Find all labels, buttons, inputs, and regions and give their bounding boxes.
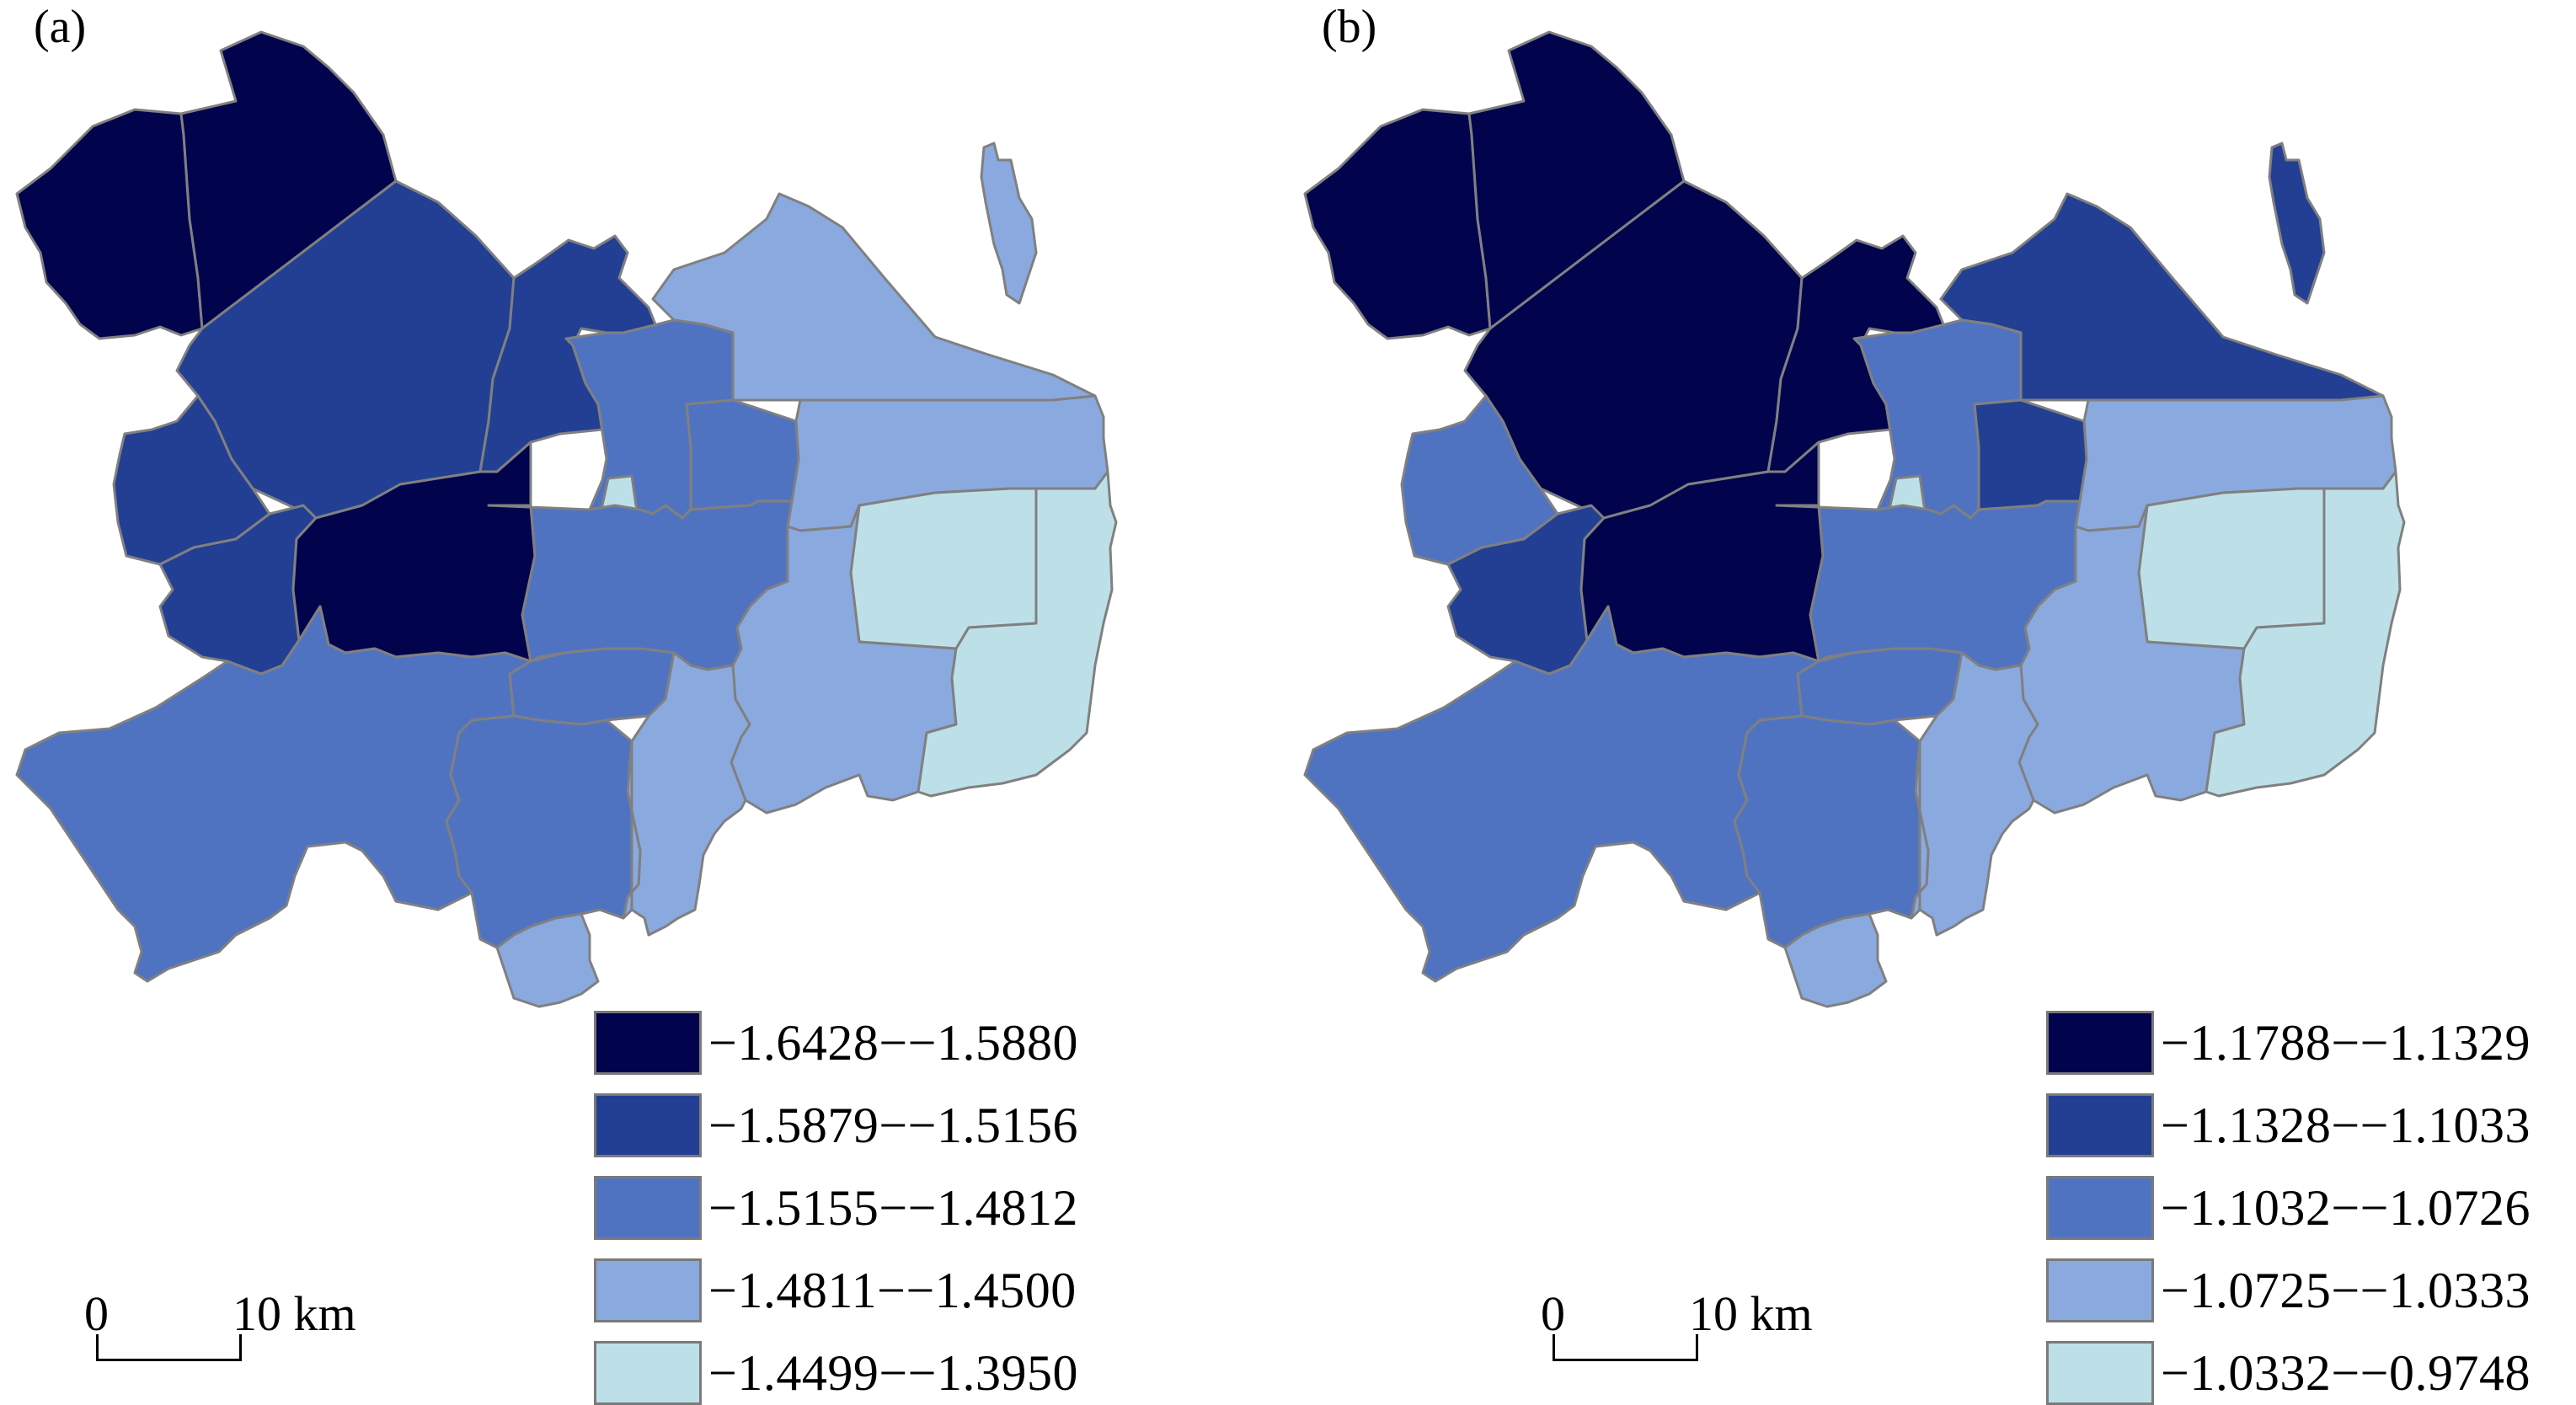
legend-item: −1.5155−−1.4812 bbox=[594, 1176, 1078, 1240]
legend-label: −1.1328−−1.1033 bbox=[2161, 1098, 2531, 1153]
legend-label: −1.5155−−1.4812 bbox=[708, 1180, 1079, 1236]
legend-swatch bbox=[2046, 1093, 2154, 1157]
scale-bar: 0 10 km bbox=[1541, 1286, 1813, 1390]
choropleth-map bbox=[1303, 30, 2406, 1008]
district-islet bbox=[980, 142, 1038, 305]
scale-tick-left bbox=[1553, 1334, 1555, 1361]
district-north bbox=[1467, 30, 1686, 330]
legend-item: −1.5879−−1.5156 bbox=[594, 1093, 1078, 1157]
scale-end-label: 10 km bbox=[1689, 1286, 1813, 1341]
scale-tick-right bbox=[1696, 1334, 1698, 1361]
panel-label: (b) bbox=[1322, 1, 1377, 53]
panel-label: (a) bbox=[34, 1, 87, 53]
legend-item: −1.0332−−0.9748 bbox=[2046, 1341, 2531, 1405]
district-northwest bbox=[15, 108, 204, 340]
legend-item: −1.1032−−1.0726 bbox=[2046, 1176, 2531, 1240]
scale-tick-left bbox=[96, 1334, 99, 1361]
district-north bbox=[179, 30, 398, 330]
legend-swatch bbox=[594, 1258, 702, 1322]
map-panel-a: (a) −1.6428−−1.5880 −1.5879−−1.5156 −1.515… bbox=[0, 0, 1288, 1405]
scale-end-label: 10 km bbox=[232, 1286, 356, 1341]
legend-label: −1.1032−−1.0726 bbox=[2161, 1180, 2531, 1236]
scale-start-label: 0 bbox=[84, 1286, 109, 1341]
district-southeast-far bbox=[917, 470, 1118, 798]
legend-label: −1.4499−−1.3950 bbox=[708, 1345, 1079, 1401]
legend-swatch bbox=[594, 1093, 702, 1157]
district-core-mid bbox=[1775, 499, 2082, 671]
legend-label: −1.6428−−1.5880 bbox=[708, 1015, 1079, 1071]
choropleth-map bbox=[15, 30, 1118, 1008]
district-core-ne bbox=[1973, 398, 2088, 511]
legend-label: −1.0725−−1.0333 bbox=[2161, 1263, 2531, 1318]
district-south-core bbox=[1796, 647, 1964, 726]
scale-line bbox=[96, 1359, 242, 1361]
legend-swatch bbox=[2046, 1011, 2154, 1075]
legend-item: −1.1328−−1.1033 bbox=[2046, 1093, 2531, 1157]
legend-item: −1.1788−−1.1329 bbox=[2046, 1011, 2531, 1075]
district-core-ne bbox=[685, 398, 800, 511]
district-south-light bbox=[495, 740, 642, 1008]
legend-swatch bbox=[2046, 1341, 2154, 1405]
map-panel-b: (b) −1.1788−−1.1329 −1.1328−−1.1033 −1.103… bbox=[1288, 0, 2576, 1405]
district-southeast-far bbox=[2205, 470, 2406, 798]
district-south-core bbox=[508, 647, 676, 726]
scale-tick-right bbox=[239, 1334, 242, 1361]
legend-swatch bbox=[2046, 1176, 2154, 1240]
scale-start-label: 0 bbox=[1541, 1286, 1565, 1341]
district-northwest bbox=[1303, 108, 1492, 340]
legend-label: −1.5879−−1.5156 bbox=[708, 1098, 1079, 1153]
legend-label: −1.1788−−1.1329 bbox=[2161, 1015, 2531, 1071]
legend-label: −1.4811−−1.4500 bbox=[708, 1263, 1077, 1318]
legend-item: −1.4811−−1.4500 bbox=[594, 1258, 1077, 1322]
district-core-mid bbox=[487, 499, 794, 671]
legend-item: −1.4499−−1.3950 bbox=[594, 1341, 1078, 1405]
legend-swatch bbox=[594, 1176, 702, 1240]
scale-bar: 0 10 km bbox=[84, 1286, 356, 1390]
legend-swatch bbox=[594, 1341, 702, 1405]
district-islet bbox=[2268, 142, 2326, 305]
legend-item: −1.0725−−1.0333 bbox=[2046, 1258, 2531, 1322]
district-south-light bbox=[1783, 740, 1930, 1008]
legend-label: −1.0332−−0.9748 bbox=[2161, 1345, 2531, 1401]
legend-item: −1.6428−−1.5880 bbox=[594, 1011, 1078, 1075]
legend-swatch bbox=[594, 1011, 702, 1075]
scale-line bbox=[1553, 1359, 1698, 1361]
legend-swatch bbox=[2046, 1258, 2154, 1322]
